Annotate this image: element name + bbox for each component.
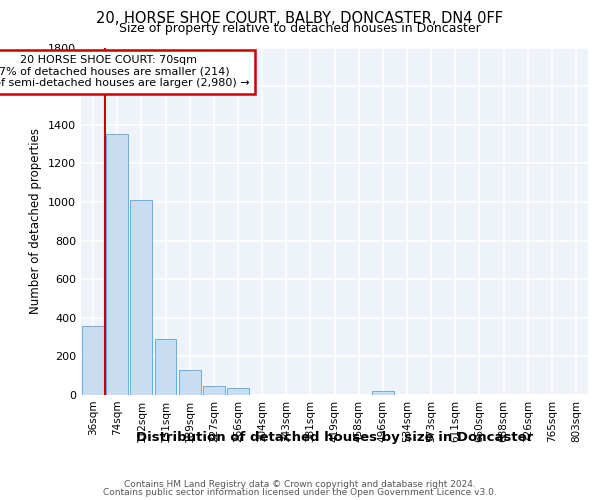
Text: 20, HORSE SHOE COURT, BALBY, DONCASTER, DN4 0FF: 20, HORSE SHOE COURT, BALBY, DONCASTER, … xyxy=(97,11,503,26)
Bar xyxy=(130,200,152,395)
Bar xyxy=(155,339,176,395)
Bar xyxy=(372,391,394,395)
Bar xyxy=(227,388,249,395)
Bar xyxy=(179,370,200,395)
Bar xyxy=(106,134,128,395)
Bar xyxy=(203,386,224,395)
Text: Contains public sector information licensed under the Open Government Licence v3: Contains public sector information licen… xyxy=(103,488,497,497)
Text: Size of property relative to detached houses in Doncaster: Size of property relative to detached ho… xyxy=(119,22,481,35)
Text: 20 HORSE SHOE COURT: 70sqm
← 7% of detached houses are smaller (214)
93% of semi: 20 HORSE SHOE COURT: 70sqm ← 7% of detac… xyxy=(0,55,250,88)
Y-axis label: Number of detached properties: Number of detached properties xyxy=(29,128,43,314)
Bar xyxy=(82,326,104,395)
Text: Contains HM Land Registry data © Crown copyright and database right 2024.: Contains HM Land Registry data © Crown c… xyxy=(124,480,476,489)
Text: Distribution of detached houses by size in Doncaster: Distribution of detached houses by size … xyxy=(136,431,533,444)
